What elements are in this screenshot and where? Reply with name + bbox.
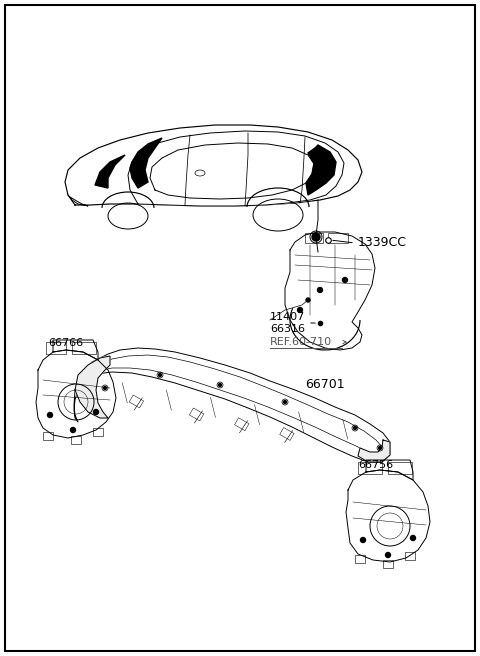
Circle shape [284,401,287,403]
Polygon shape [75,356,110,418]
Circle shape [306,298,310,302]
Polygon shape [128,131,344,206]
Polygon shape [306,145,336,195]
Circle shape [317,287,323,293]
Circle shape [353,426,357,430]
Polygon shape [346,470,430,562]
Bar [46,342,66,354]
Text: 66701: 66701 [305,379,345,392]
Circle shape [94,409,98,415]
Circle shape [104,386,107,390]
Polygon shape [95,155,125,188]
Text: 1339CC: 1339CC [358,237,407,249]
Text: 66316: 66316 [270,324,305,334]
Text: 66756: 66756 [358,460,393,470]
Polygon shape [74,348,390,462]
Bar [71,436,81,444]
Bar [405,552,415,560]
Circle shape [312,233,320,241]
Circle shape [410,535,416,541]
Circle shape [379,447,382,449]
Polygon shape [366,460,413,480]
Circle shape [360,537,365,543]
Polygon shape [130,138,162,188]
Bar [190,408,204,421]
Bar [93,428,103,436]
Bar [72,342,96,354]
Bar [358,462,382,474]
Bar [355,555,365,563]
Polygon shape [53,340,98,360]
Text: 11407: 11407 [270,312,305,322]
Circle shape [343,277,348,283]
Circle shape [48,413,52,417]
Circle shape [71,428,75,432]
Polygon shape [36,350,116,438]
Bar [328,233,348,243]
Bar [129,395,144,408]
Bar [235,418,249,431]
Circle shape [385,552,391,558]
Polygon shape [358,440,390,462]
Polygon shape [65,125,362,206]
Bar [43,432,53,440]
Bar [280,428,294,440]
Text: REF.60-710: REF.60-710 [270,337,332,347]
Circle shape [158,373,161,377]
Polygon shape [285,232,375,350]
Circle shape [218,384,221,386]
Bar [388,462,412,474]
Circle shape [298,308,302,312]
Bar [383,560,393,568]
Text: 66766: 66766 [48,338,83,348]
Polygon shape [150,143,314,199]
Bar [305,233,323,243]
